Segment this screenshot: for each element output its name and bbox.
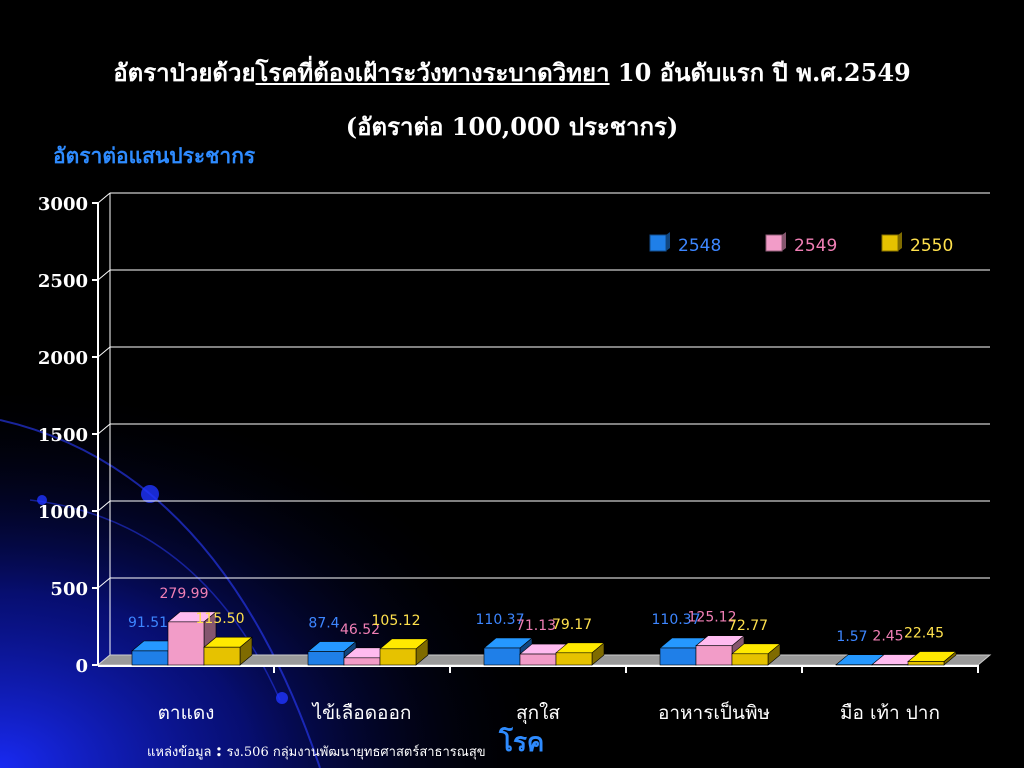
y-tick-label: 0: [75, 656, 88, 677]
y-tick-depth: [97, 269, 111, 281]
y-tick-label: 2000: [38, 348, 88, 369]
data-label: 2.45: [872, 629, 903, 645]
legend-swatch: [649, 234, 667, 252]
x-tick-label: ไข้เลือดออก: [311, 702, 412, 724]
x-tick-label: ตาแดง: [158, 702, 215, 724]
data-label: 71.13: [516, 618, 556, 634]
bar: [483, 647, 521, 666]
data-label: 91.51: [128, 615, 168, 631]
x-axis-title: โรค: [499, 728, 545, 758]
y-tick-label: 1000: [38, 502, 88, 523]
source-colon: :: [215, 740, 223, 761]
bar: [167, 621, 205, 666]
y-tick-label: 1500: [38, 425, 88, 446]
title-suffix: 10 อันดับแรก ปี พ.ศ.2549: [609, 58, 911, 87]
data-label: 22.45: [904, 626, 944, 642]
chart-title-line1: อัตราป่วยด้วยโรคที่ต้องเฝ้าระวังทางระบาด…: [0, 58, 1024, 88]
legend-label: 2550: [910, 236, 953, 256]
y-tick-depth: [97, 423, 111, 435]
data-label: 115.50: [196, 611, 245, 627]
data-label: 125.12: [688, 610, 737, 626]
bar: [343, 657, 381, 666]
data-label: 110.37: [652, 612, 701, 628]
data-label: 1.57: [836, 629, 867, 645]
source-note: แหล่งข้อมูล : รง.506 กลุ่มงานพัฒนายุทธศา…: [147, 740, 486, 762]
y-tick-label: 500: [50, 579, 88, 600]
y-tick-depth: [97, 192, 111, 204]
data-label: 279.99: [160, 586, 209, 602]
legend-label: 2549: [794, 236, 837, 256]
data-label: 105.12: [372, 613, 421, 629]
data-label: 79.17: [552, 617, 592, 633]
chart-title-line2: (อัตราต่อ 100,000 ประชากร): [345, 112, 679, 141]
data-label: 46.52: [340, 622, 380, 638]
bar: [555, 652, 593, 666]
bar: [307, 651, 345, 666]
bar: [203, 646, 241, 666]
bar: [519, 653, 557, 666]
legend-swatch-side: [898, 232, 902, 251]
legend-swatch-side: [666, 232, 670, 251]
source-text: รง.506 กลุ่มงานพัฒนายุทธศาสตร์สาธารณสุข: [226, 745, 486, 760]
bar: [659, 647, 697, 666]
bar: [695, 645, 733, 666]
legend-swatch: [881, 234, 899, 252]
x-tick-label: มือ เท้า ปาก: [840, 702, 940, 724]
data-label: 72.77: [728, 618, 768, 634]
legend-label: 2548: [678, 236, 721, 256]
title-underlined: โรคที่ต้องเฝ้าระวังทางระบาดวิทยา: [255, 58, 610, 87]
y-axis-title: อัตราต่อแสนประชากร: [53, 143, 256, 168]
title-prefix: อัตราป่วยด้วย: [113, 58, 256, 87]
bar: [131, 650, 169, 666]
x-tick-label: สุกใส: [516, 702, 560, 725]
y-tick-depth: [97, 577, 111, 589]
x-tick-label: อาหารเป็นพิษ: [658, 700, 770, 724]
y-tick-label: 3000: [38, 194, 88, 215]
bar: [379, 648, 417, 666]
bar: [731, 653, 769, 666]
legend-swatch: [765, 234, 783, 252]
data-label: 87.4: [308, 616, 339, 632]
legend-swatch-side: [782, 232, 786, 251]
y-tick-depth: [97, 346, 111, 358]
source-label: แหล่งข้อมูล: [147, 745, 212, 760]
bar: [907, 661, 945, 666]
y-tick-label: 2500: [38, 271, 88, 292]
data-label: 110.37: [476, 612, 525, 628]
y-tick-depth: [97, 500, 111, 512]
